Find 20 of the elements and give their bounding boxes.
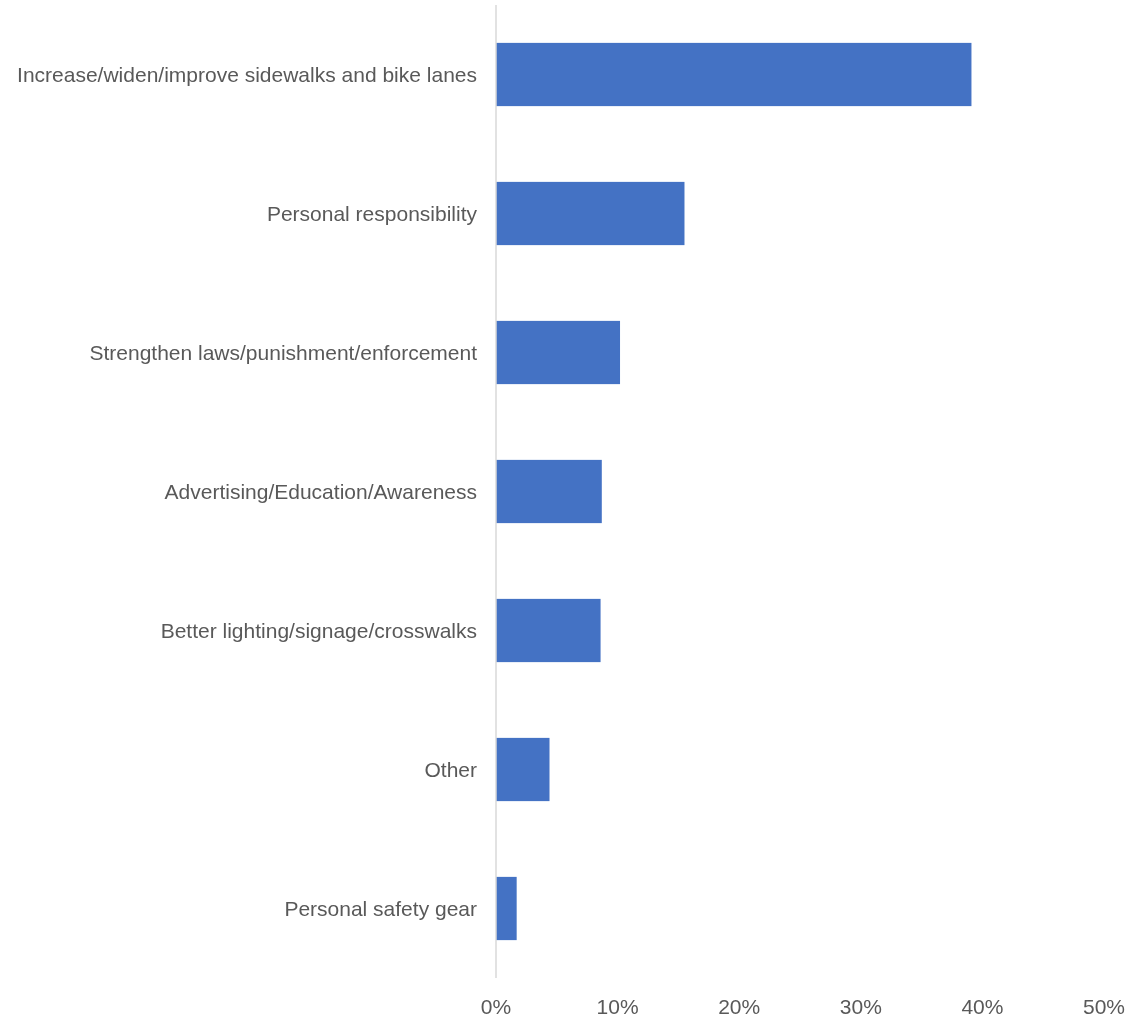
bar (496, 459, 602, 524)
y-tick-label: Better lighting/signage/crosswalks (160, 618, 477, 642)
x-tick-label: 50% (1082, 995, 1126, 1018)
y-tick-label: Other (424, 757, 477, 781)
x-tick-label: 10% (596, 995, 639, 1018)
x-tick-label: 40% (961, 995, 1004, 1018)
bar (496, 42, 972, 107)
x-tick-label: 20% (718, 995, 761, 1018)
bar (496, 181, 685, 246)
y-tick-label: Personal responsibility (266, 201, 478, 225)
y-tick-label: Advertising/Education/Awareness (164, 479, 477, 503)
bar (496, 320, 621, 385)
bar (496, 737, 550, 802)
x-tick-label: 0% (480, 995, 512, 1018)
x-tick-label: 30% (839, 995, 882, 1018)
y-tick-label: Increase/widen/improve sidewalks and bike lanes (17, 62, 477, 86)
bar (496, 598, 601, 663)
y-tick-label: Strengthen laws/punishment/enforcement (89, 340, 478, 364)
bar (496, 876, 517, 941)
y-tick-label: Personal safety gear (284, 896, 478, 920)
